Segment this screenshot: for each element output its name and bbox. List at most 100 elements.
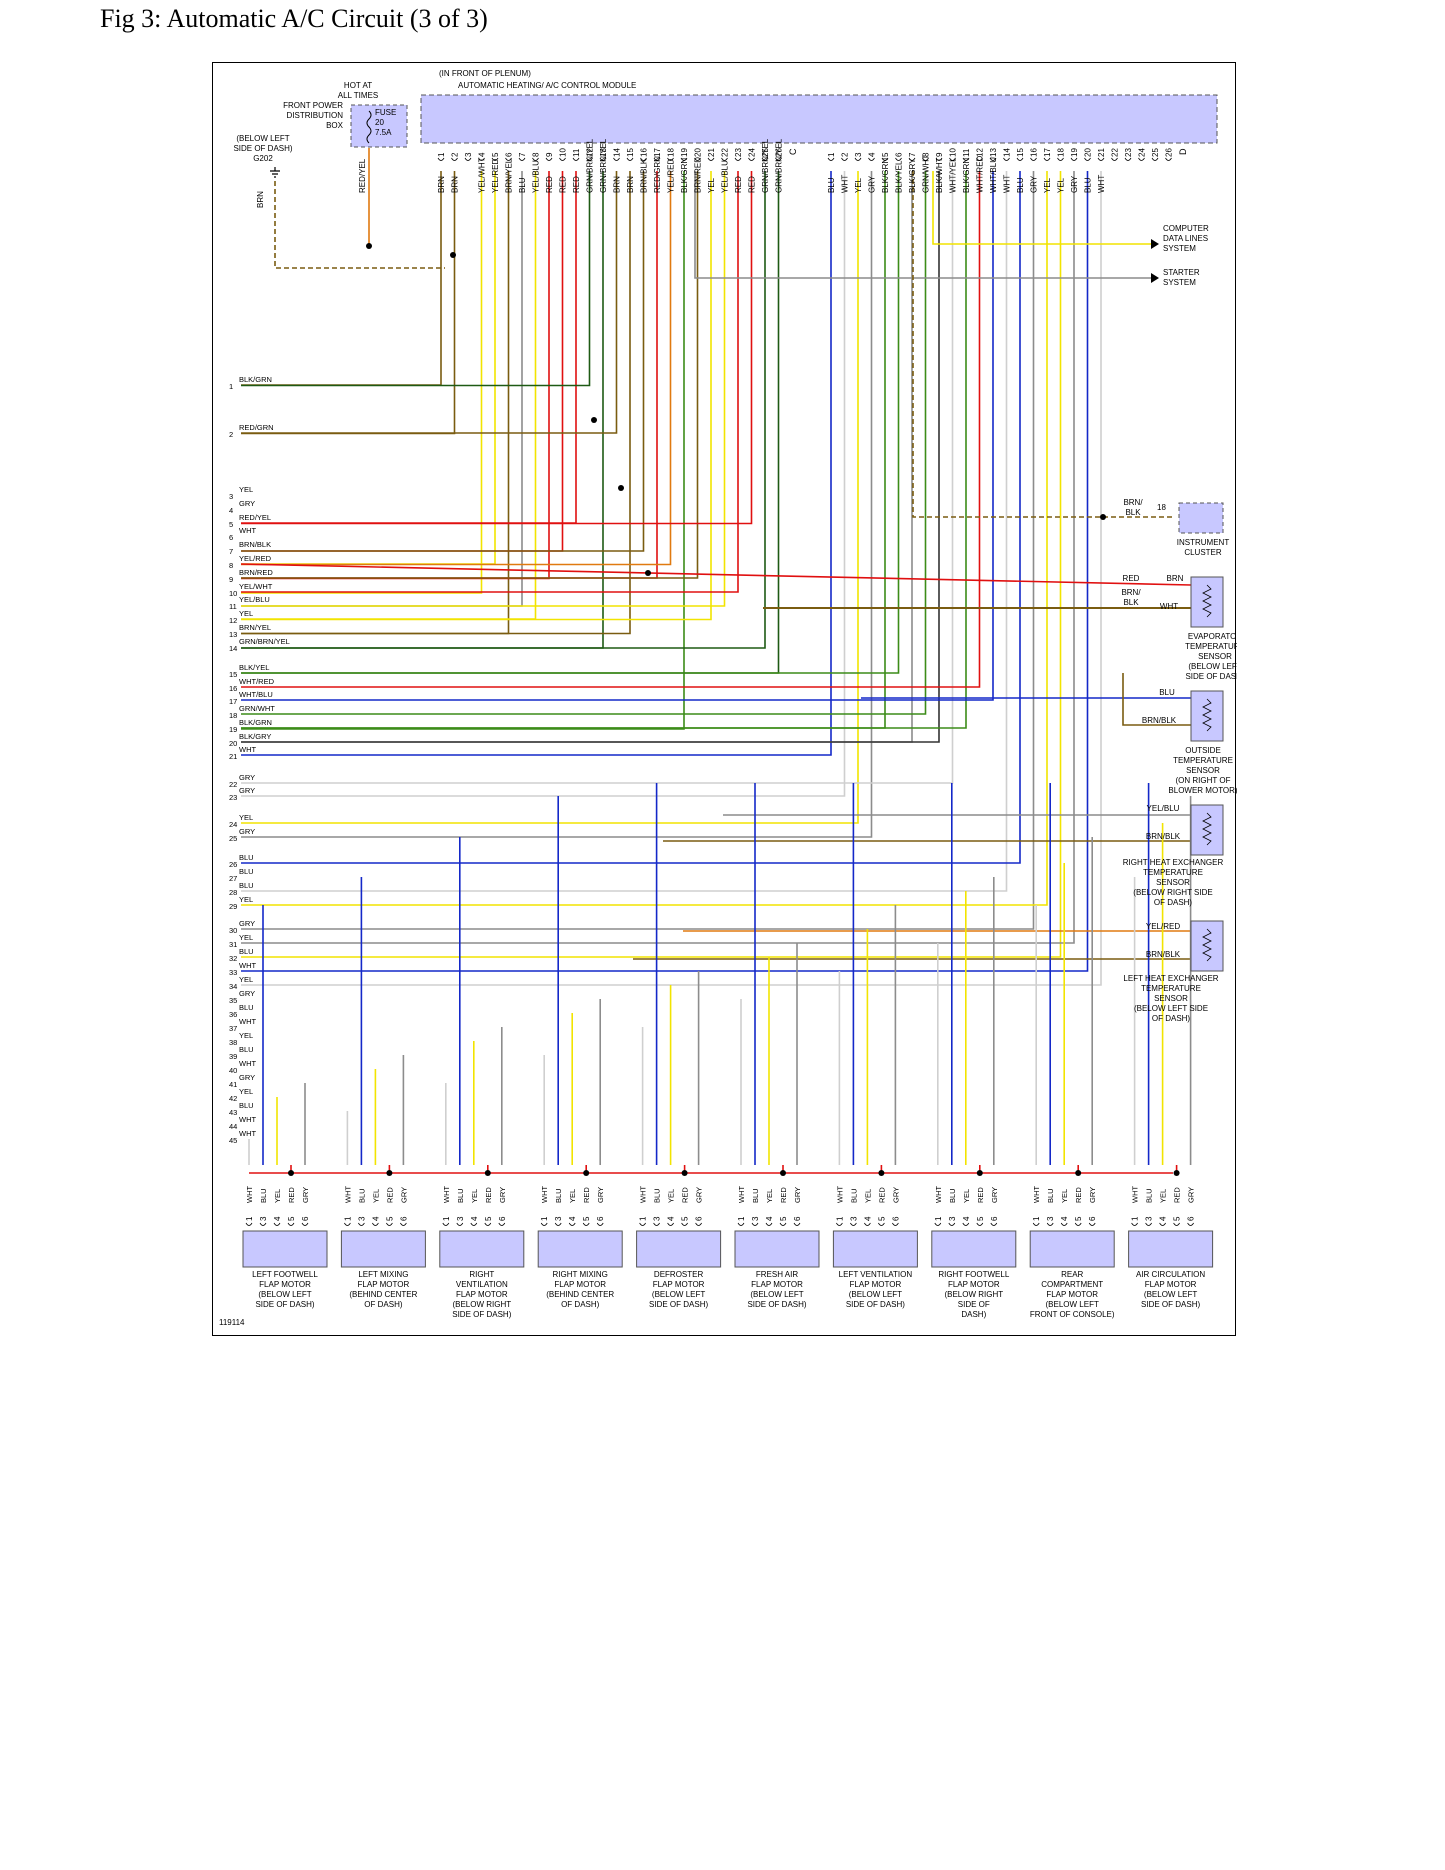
motor-wire-label: WHT: [737, 1186, 746, 1203]
module-wire-b: [241, 171, 766, 649]
row-number: 36: [229, 1010, 237, 1019]
pin-wire-label: BRN: [613, 176, 622, 193]
pin-wire-label: YEL: [707, 177, 716, 193]
rhx-label: RIGHT HEAT EXCHANGER: [1123, 858, 1224, 867]
row-number: 5: [229, 520, 233, 529]
pin-icon: [1124, 157, 1132, 161]
pin-icon: [922, 157, 929, 161]
motor-splice: [288, 1170, 294, 1176]
pin-number: 15: [626, 148, 635, 157]
motor-pin-number: 3: [849, 1216, 858, 1221]
fuse-label: FUSE: [375, 108, 396, 117]
rhx-label: SENSOR: [1156, 878, 1190, 887]
motor-wire-label: YEL: [568, 1189, 577, 1203]
pin-number: 1: [437, 152, 446, 157]
motor-wire-label: GRY: [695, 1187, 704, 1203]
evap-wire-label: BRN: [1167, 574, 1184, 583]
row-wire-label: WHT: [239, 1017, 256, 1026]
module-wire-c: [241, 171, 994, 701]
row-number: 33: [229, 968, 237, 977]
motor-wire-label: YEL: [765, 1189, 774, 1203]
motor-label: OF DASH): [364, 1300, 403, 1309]
pin-number: 12: [586, 148, 595, 157]
pin-icon: [1070, 157, 1078, 161]
row-wire-label: YEL: [239, 933, 253, 942]
module-wire-c: [241, 171, 832, 756]
motor-pin-number: 1: [343, 1216, 352, 1221]
motor-wire-label: YEL: [1060, 1189, 1069, 1203]
row-number: 21: [229, 752, 237, 761]
motor-pin-number: 4: [765, 1216, 774, 1221]
pin-icon: [1151, 157, 1159, 161]
pin-number: 10: [949, 148, 958, 157]
pin-icon: [653, 1222, 660, 1226]
row-number: 30: [229, 926, 237, 935]
pin-number: 10: [559, 148, 568, 157]
row-wire-label: RED/GRN: [239, 423, 274, 432]
computer-data-label: COMPUTER: [1163, 224, 1209, 233]
bundle-splice: [645, 570, 651, 576]
pin-number: 7: [518, 152, 527, 157]
module-wire-c: [241, 171, 981, 688]
instrument-label: INSTRUMENT: [1177, 538, 1230, 547]
thermistor-icon: [1202, 584, 1212, 618]
motor-pin-number: 6: [990, 1216, 999, 1221]
motor-label: FLAP MOTOR: [653, 1280, 705, 1289]
pin-icon: [775, 157, 782, 161]
evap-wire: [240, 563, 1192, 586]
pin-icon: [451, 157, 458, 161]
outside-label: SENSOR: [1186, 766, 1220, 775]
pin-wire-label: BLU: [827, 177, 836, 193]
row-wire-label: BLK/GRN: [239, 718, 272, 727]
module-wire-b: [241, 171, 550, 580]
pin-wire-label: WHT/YEL: [949, 157, 958, 193]
motor-pin-number: 6: [301, 1216, 310, 1221]
row-number: 29: [229, 902, 237, 911]
evaporator-sensor: [1190, 576, 1224, 628]
outside-label: (ON RIGHT OF: [1176, 776, 1231, 785]
evap-wire-label: BRN/: [1121, 588, 1141, 597]
pin-wire-label: RED: [748, 176, 757, 193]
motor-label: FLAP MOTOR: [1046, 1290, 1098, 1299]
motor-wire-label: BLU: [948, 1188, 957, 1203]
module-wire-b: [241, 171, 739, 593]
connector-d-label: D: [1178, 148, 1188, 155]
pin-number: 2: [841, 152, 850, 157]
pin-icon: [1046, 1222, 1054, 1226]
arrow-icon: [1151, 239, 1159, 249]
row-wire-label: RED/YEL: [239, 513, 271, 522]
pin-icon: [695, 1222, 702, 1226]
pin-icon: [854, 157, 862, 161]
row-wire-label: BLU: [239, 947, 254, 956]
motor-pin-number: 1: [540, 1216, 549, 1221]
motor-wire-label: WHT: [639, 1186, 648, 1203]
motor-wire-label: BLU: [653, 1188, 662, 1203]
pin-wire-label: YEL/BLU: [721, 160, 730, 193]
module-wire-c: [241, 171, 873, 838]
rhx-label: OF DASH): [1154, 898, 1193, 907]
pin-wire-label: RED: [734, 176, 743, 193]
motor-label: (BELOW LEFT: [258, 1290, 311, 1299]
module-wire-c: [241, 171, 1075, 944]
rhx-sensor: [1190, 804, 1224, 856]
pin-wire-label: WHT/BLU: [989, 157, 998, 193]
instrument-wire: [912, 171, 1173, 518]
pin-number: 24: [1138, 148, 1147, 157]
pin-number: 22: [721, 148, 730, 157]
row-number: 14: [229, 644, 237, 653]
fuse-box-label: DISTRIBUTION: [287, 111, 344, 120]
flap-motor-8: [931, 1230, 1017, 1268]
motor-wire-label: BLU: [751, 1188, 760, 1203]
module-wire-c: [241, 171, 1089, 972]
module-wire-b: [241, 171, 753, 525]
row-wire-label: GRN/WHT: [239, 704, 275, 713]
row-wire-label: BLU: [239, 853, 254, 862]
pin-icon: [498, 1222, 506, 1226]
pin-icon: [456, 1222, 464, 1226]
pin-number: 20: [1084, 148, 1093, 157]
module-wire-b: [241, 171, 672, 566]
pin-wire-label: BLK/GRY: [908, 158, 917, 193]
pin-wire-label: BLK/YEL: [895, 160, 904, 193]
motor-wire-label: WHT: [540, 1186, 549, 1203]
pin-icon: [582, 1222, 590, 1226]
